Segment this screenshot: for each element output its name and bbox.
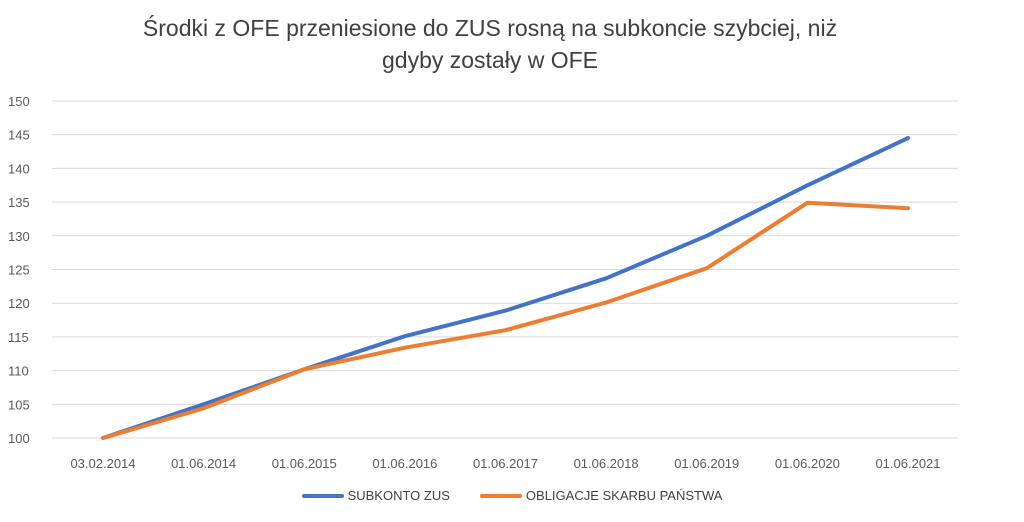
y-tick-label-120: 120 xyxy=(8,296,30,311)
legend-item-subkonto-zus: SUBKONTO ZUS xyxy=(301,488,450,503)
series-line-1 xyxy=(101,200,910,440)
legend: SUBKONTO ZUS OBLIGACJE SKARBU PAŃSTWA xyxy=(0,488,1024,503)
chart-title-line-1: Środki z OFE przeniesione do ZUS rosną n… xyxy=(142,15,838,41)
x-tick-label-2: 01.06.2015 xyxy=(272,456,337,471)
y-tick-label-130: 130 xyxy=(8,229,30,244)
x-tick-label-3: 01.06.2016 xyxy=(372,456,437,471)
legend-swatch-obligacje xyxy=(479,493,522,498)
x-tick-label-0: 03.02.2014 xyxy=(70,456,135,471)
data-point-s0-7 xyxy=(806,184,808,186)
data-point-s0-4 xyxy=(505,310,506,312)
y-tick-label-100: 100 xyxy=(8,431,30,446)
data-point-s0-5 xyxy=(605,277,607,279)
y-tick-label-135: 135 xyxy=(8,195,30,210)
y-tick-label-145: 145 xyxy=(8,128,30,143)
gridlines xyxy=(52,100,958,439)
x-axis-tick-labels: 03.02.2014 01.06.2014 01.06.2015 01.06.2016… xyxy=(70,456,940,471)
y-tick-label-150: 150 xyxy=(8,94,30,109)
x-tick-label-5: 01.06.2018 xyxy=(574,456,639,471)
legend-swatch-subkonto-zus xyxy=(301,493,344,498)
series-line-0 xyxy=(101,136,910,440)
y-tick-label-105: 105 xyxy=(8,397,30,412)
data-point-s1-4 xyxy=(505,329,506,331)
data-point-s1-0 xyxy=(102,437,104,439)
x-tick-label-6: 01.06.2019 xyxy=(674,456,739,471)
x-tick-label-4: 01.06.2017 xyxy=(473,456,538,471)
chart-title-line-2: gdyby zostały w OFE xyxy=(381,47,599,73)
legend-label-obligacje: OBLIGACJE SKARBU PAŃSTWA xyxy=(525,488,723,503)
data-point-s1-2 xyxy=(303,368,305,370)
x-tick-label-1: 01.06.2014 xyxy=(171,456,236,471)
y-axis-tick-labels: 100 105 110 115 120 125 130 135 140 145 150 xyxy=(8,94,30,446)
series-lines xyxy=(101,136,910,440)
data-point-s0-3 xyxy=(404,335,406,337)
data-point-s1-8 xyxy=(907,207,909,209)
x-tick-label-7: 01.06.2020 xyxy=(775,456,840,471)
data-point-s1-1 xyxy=(203,407,205,409)
data-point-s1-5 xyxy=(605,302,607,304)
data-point-s1-3 xyxy=(404,347,406,349)
data-point-s1-6 xyxy=(706,267,708,269)
y-tick-label-140: 140 xyxy=(8,161,30,176)
y-tick-label-125: 125 xyxy=(8,263,30,278)
x-tick-label-8: 01.06.2021 xyxy=(875,456,940,471)
legend-item-obligacje: OBLIGACJE SKARBU PAŃSTWA xyxy=(479,488,723,503)
data-point-s0-8 xyxy=(907,137,909,139)
y-tick-label-115: 115 xyxy=(8,330,29,345)
data-point-s0-1 xyxy=(203,403,205,405)
chart-title: Środki z OFE przeniesione do ZUS rosną n… xyxy=(0,12,980,76)
legend-label-subkonto-zus: SUBKONTO ZUS xyxy=(347,488,450,503)
data-point-s0-6 xyxy=(706,235,708,237)
data-point-s1-7 xyxy=(806,202,808,204)
y-tick-label-110: 110 xyxy=(8,364,29,379)
